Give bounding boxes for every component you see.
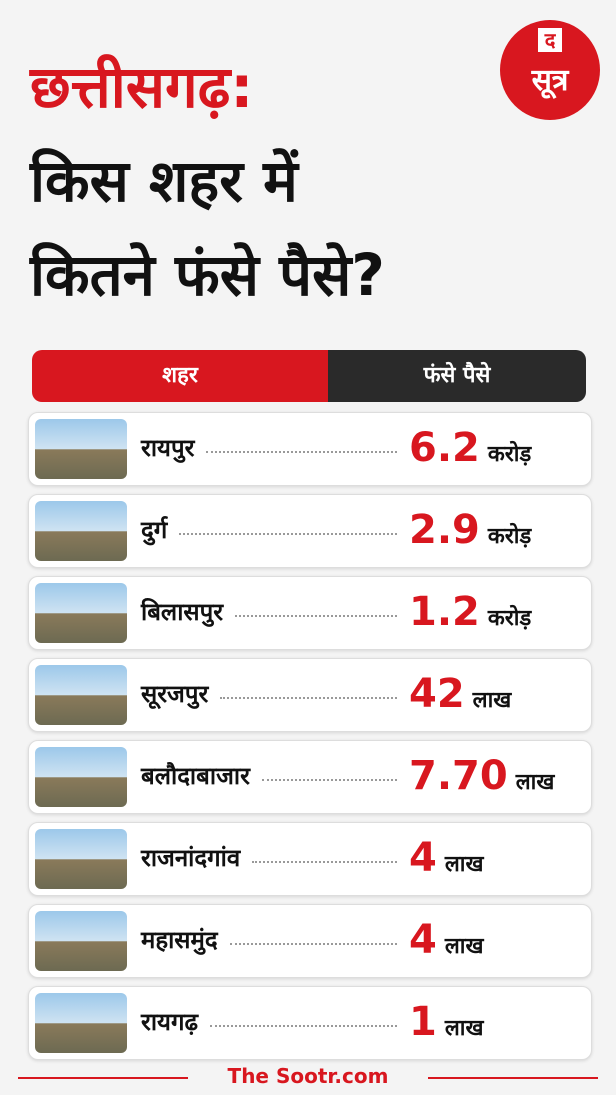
amount-value: 42 [409, 671, 465, 717]
leader-dots [209, 1025, 397, 1027]
leader-dots [206, 451, 397, 453]
amount: 4 लाख [409, 917, 483, 963]
table-row: रायगढ़ 1 लाख [28, 986, 592, 1060]
logo-text: सूत्र [531, 63, 569, 98]
city-photo [35, 665, 127, 725]
amount-unit: करोड़ [487, 524, 532, 549]
city-photo [35, 419, 127, 479]
amount-unit: करोड़ [487, 442, 532, 467]
city-name: बलौदाबाजार [141, 762, 250, 790]
amount-unit: लाख [444, 1016, 484, 1041]
title: कितने फंसे पैसे? [30, 241, 385, 309]
amount-unit: करोड़ [487, 606, 532, 631]
column-header: फंसे पैसे [328, 350, 586, 402]
footer-line [428, 1077, 598, 1079]
city-photo [35, 993, 127, 1053]
leader-dots [220, 697, 397, 699]
city-name: दुर्ग [141, 516, 168, 544]
amount-value: 6.2 [409, 425, 480, 471]
table-row: दुर्ग 2.9 करोड़ [28, 494, 592, 568]
amount: 4 लाख [409, 835, 483, 881]
amount-value: 7.70 [409, 753, 508, 799]
amount-unit: लाख [444, 934, 484, 959]
table-row: रायपुर 6.2 करोड़ [28, 412, 592, 486]
table-row: बलौदाबाजार 7.70 लाख [28, 740, 592, 814]
amount-unit: लाख [515, 770, 555, 795]
city-name: रायगढ़ [141, 1008, 198, 1036]
table-row: राजनांदगांव 4 लाख [28, 822, 592, 896]
amount: 7.70 लाख [409, 753, 554, 799]
amount: 1.2 करोड़ [409, 589, 531, 635]
leader-dots [235, 615, 397, 617]
leader-dots [229, 943, 397, 945]
table-row: बिलासपुर 1.2 करोड़ [28, 576, 592, 650]
table-row: महासमुंद 4 लाख [28, 904, 592, 978]
table-row: सूरजपुर 42 लाख [28, 658, 592, 732]
amount-value: 4 [409, 835, 437, 881]
title: छत्तीसगढ़: [30, 53, 254, 121]
amount-unit: लाख [472, 688, 512, 713]
city-name: बिलासपुर [141, 598, 224, 626]
amount-unit: लाख [444, 852, 484, 877]
logo-text: द [538, 28, 562, 52]
leader-dots [179, 533, 397, 535]
amount: 1 लाख [409, 999, 483, 1045]
amount: 42 लाख [409, 671, 511, 717]
leader-dots [261, 779, 397, 781]
city-name: सूरजपुर [141, 680, 209, 708]
city-photo [35, 829, 127, 889]
logo: द सूत्र [500, 20, 600, 120]
city-name: रायपुर [141, 434, 195, 462]
footer: The Sootr.com [227, 1064, 389, 1088]
footer-line [18, 1077, 188, 1079]
amount-value: 1.2 [409, 589, 480, 635]
amount-value: 4 [409, 917, 437, 963]
amount-value: 1 [409, 999, 437, 1045]
amount: 2.9 करोड़ [409, 507, 531, 553]
city-photo [35, 501, 127, 561]
city-photo [35, 583, 127, 643]
amount: 6.2 करोड़ [409, 425, 531, 471]
city-photo [35, 911, 127, 971]
column-header: शहर [32, 350, 328, 402]
amount-value: 2.9 [409, 507, 480, 553]
leader-dots [252, 861, 397, 863]
title: किस शहर में [30, 147, 298, 215]
city-name: महासमुंद [141, 926, 218, 954]
city-name: राजनांदगांव [141, 844, 241, 872]
city-photo [35, 747, 127, 807]
